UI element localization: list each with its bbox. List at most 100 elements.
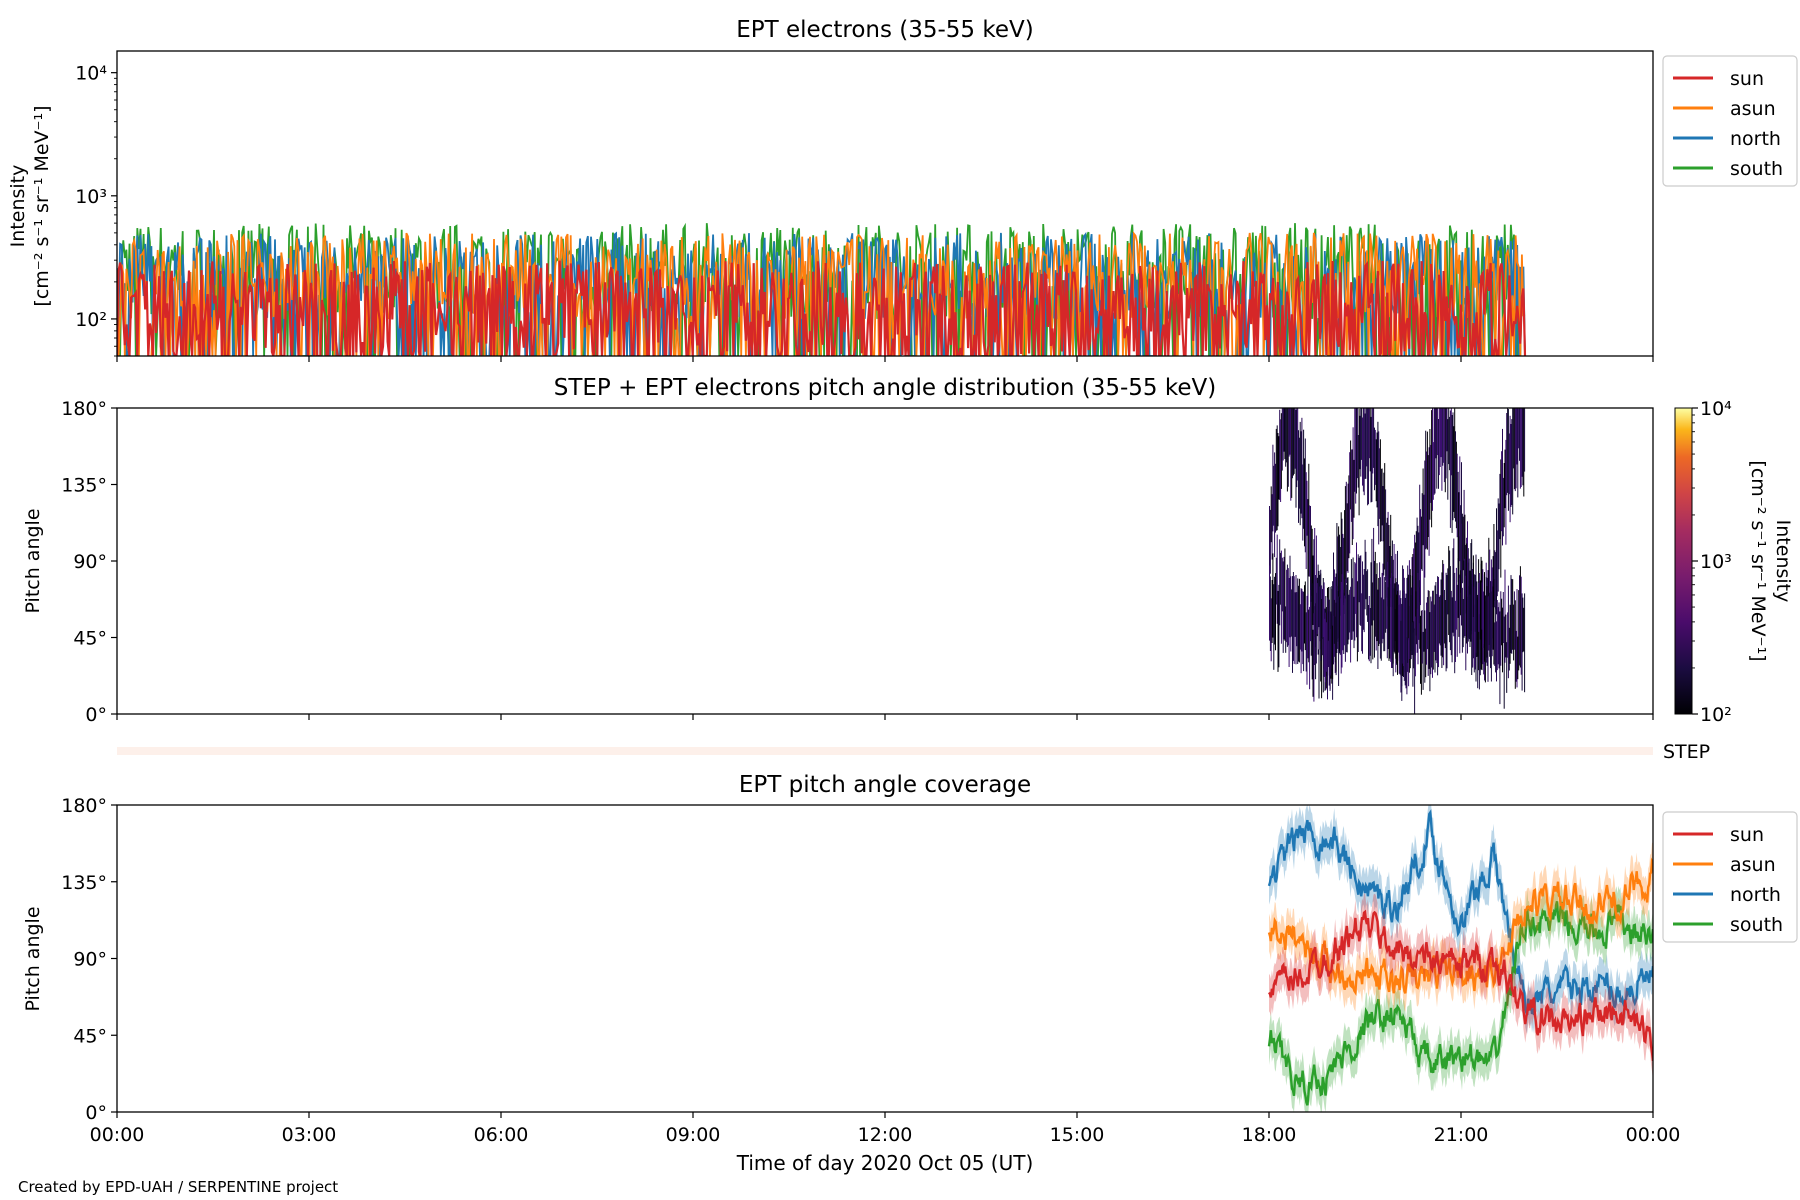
heatmap-cell (1356, 408, 1357, 494)
y-tick-label: 180° (61, 398, 107, 420)
panel1-ylabel-line2: [cm⁻² s⁻¹ sr⁻¹ MeV⁻¹] (31, 105, 53, 306)
series-line-north (1267, 809, 1653, 1016)
y-tick-label: 45° (73, 628, 107, 650)
heatmap-cell (1366, 408, 1368, 467)
heatmap-cell (1467, 596, 1468, 654)
heatmap-cell (1490, 591, 1492, 682)
heatmap-cell (1368, 408, 1370, 459)
heatmap-cell (1332, 625, 1334, 680)
heatmap-cell (1283, 556, 1285, 640)
heatmap-cell (1384, 576, 1386, 652)
heatmap-cell (1320, 569, 1322, 662)
heatmap-cell (1433, 408, 1435, 495)
heatmap-cell (1427, 455, 1429, 537)
legend-label-north: north (1730, 128, 1781, 150)
panel3-ylabel: Pitch angle (22, 906, 44, 1011)
heatmap-cell (1423, 494, 1425, 582)
heatmap-cell (1363, 569, 1365, 633)
panel3-title: EPT pitch angle coverage (739, 772, 1031, 798)
x-tick-label: 03:00 (282, 1124, 337, 1146)
heatmap-cell (1271, 580, 1273, 643)
heatmap-cell (1488, 596, 1490, 651)
heatmap-cell (1367, 408, 1369, 506)
series-line-sun (117, 260, 1527, 356)
heatmap-cell (1292, 408, 1294, 476)
heatmap-cell (1336, 523, 1338, 639)
heatmap-cell (1428, 590, 1430, 669)
heatmap-cell (1489, 592, 1491, 657)
panel1-ylabel-line1: Intensity (7, 165, 29, 248)
heatmap-cell (1513, 408, 1515, 469)
heatmap-cell (1518, 408, 1520, 449)
y-tick-label: 135° (61, 475, 107, 497)
heatmap-cell (1501, 598, 1503, 646)
heatmap-cell (1485, 576, 1487, 663)
heatmap-cell (1347, 577, 1349, 645)
heatmap-cell (1336, 586, 1338, 653)
heatmap-cell (1280, 419, 1282, 502)
heatmap-cell (1451, 415, 1453, 533)
heatmap-cell (1343, 592, 1345, 654)
x-tick-label: 00:00 (1626, 1124, 1681, 1146)
heatmap-cell (1323, 582, 1325, 669)
heatmap-cell (1517, 408, 1519, 498)
panel1-y-axis: 10² 10³ 10⁴ (75, 63, 117, 357)
heatmap-cell (1495, 605, 1497, 673)
heatmap-cell (1460, 505, 1462, 593)
heatmap-cell (1276, 425, 1278, 531)
heatmap-cell (1395, 578, 1397, 659)
heatmap-cell (1494, 622, 1496, 666)
heatmap-cell (1296, 408, 1298, 488)
heatmap-cell (1356, 408, 1358, 479)
heatmap-cell (1280, 550, 1282, 644)
heatmap-cell (1350, 449, 1352, 522)
heatmap-cell (1426, 597, 1428, 650)
heatmap-cell (1326, 622, 1328, 672)
heatmap-cell (1301, 588, 1303, 652)
heatmap-cell (1458, 492, 1460, 579)
heatmap-cell (1354, 562, 1356, 641)
heatmap-cell (1356, 542, 1357, 638)
heatmap-cell (1499, 473, 1501, 540)
heatmap-cell (1328, 610, 1330, 686)
colorbar (1674, 407, 1693, 715)
heatmap-cell (1357, 554, 1359, 652)
heatmap-cell (1421, 610, 1423, 664)
y-tick-label: 90° (73, 551, 107, 573)
heatmap-cell (1510, 424, 1512, 507)
heatmap-cell (1351, 449, 1353, 545)
heatmap-cell (1382, 486, 1384, 542)
heatmap-cell (1482, 569, 1484, 648)
heatmap-cell (1420, 509, 1421, 606)
heatmap-cell (1418, 532, 1420, 624)
y-tick-label: 0° (85, 1102, 107, 1124)
y-tick-label: 45° (73, 1025, 107, 1047)
heatmap-cell (1463, 560, 1465, 638)
heatmap-cell (1500, 459, 1502, 578)
heatmap-cell (1385, 575, 1387, 629)
heatmap-cell (1448, 546, 1450, 635)
panel2-heatmap-cells (1269, 408, 1526, 714)
heatmap-cell (1348, 594, 1350, 640)
heatmap-cell (1343, 537, 1345, 603)
legend-label-south: south (1730, 158, 1783, 180)
heatmap-cell (1457, 558, 1459, 618)
heatmap-cell (1422, 631, 1424, 690)
heatmap-cell (1470, 584, 1472, 642)
heatmap-cell (1269, 506, 1270, 571)
heatmap-cell (1467, 562, 1469, 638)
heatmap-cell (1425, 430, 1427, 550)
heatmap-cell (1306, 480, 1308, 536)
heatmap-cell (1483, 592, 1485, 644)
legend-box (1662, 55, 1798, 187)
heatmap-cell (1471, 539, 1473, 635)
heatmap-cell (1317, 580, 1319, 655)
heatmap-cell (1397, 590, 1398, 675)
heatmap-cell (1374, 560, 1375, 658)
x-tick-label: 06:00 (474, 1124, 529, 1146)
heatmap-cell (1285, 408, 1287, 467)
panel2-x-ticks (116, 714, 1654, 720)
heatmap-cell (1503, 463, 1505, 528)
heatmap-cell (1294, 408, 1296, 469)
